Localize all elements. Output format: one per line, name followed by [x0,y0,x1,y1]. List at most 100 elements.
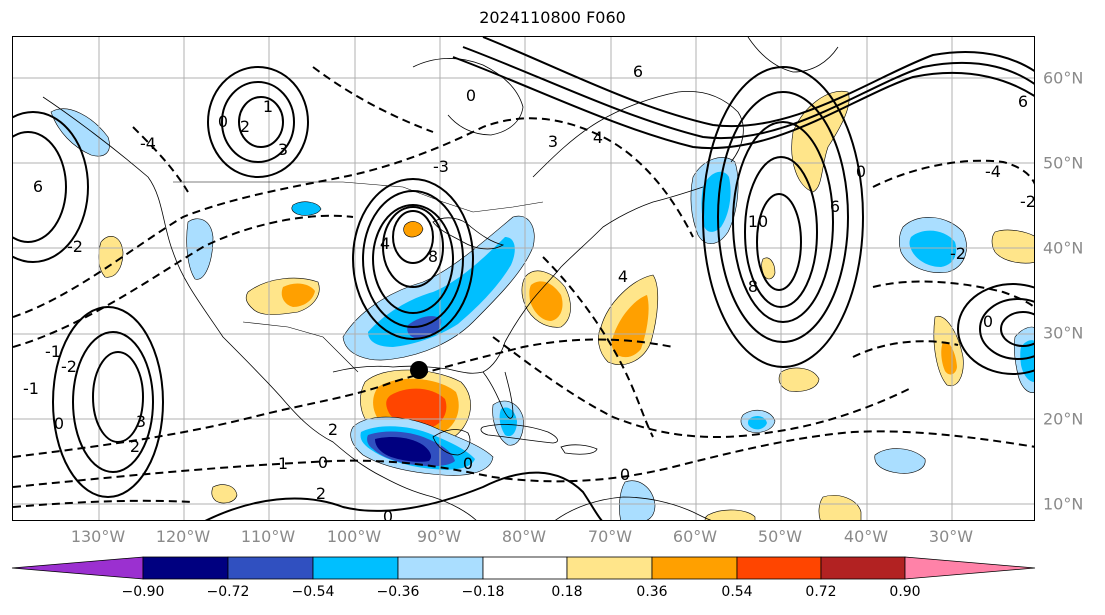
us-canada-border [173,181,544,213]
dashed-contour-5 [492,336,914,438]
contour-north-band-2 [462,46,1034,140]
colorbar-segment [397,556,484,580]
dashed-contour-6 [542,256,654,438]
contour-label: 6 [633,62,643,81]
dashed-contour-9 [852,340,959,358]
contour-south-band [204,471,603,520]
shade-south-positive-1 [211,484,238,504]
contour-label: 6 [830,197,840,216]
shade-small-negative-2 [874,448,926,474]
contour-label: -2 [1020,192,1035,211]
contour-label: 0 [54,414,64,433]
contour-northwest-low-2 [13,131,67,243]
contour-label: 0 [383,507,393,521]
yucatan [432,429,471,456]
contour-label: 3 [278,140,288,159]
dashed-contour-10 [312,66,434,133]
lon-label: 40°W [843,527,889,546]
lon-label: 100°W [326,527,382,546]
dashed-contour-8 [872,280,1034,309]
map-panel: 1 3 2 0 0 3 4 6 -4 6 -2 -2 0 3 2 -1 4 8 … [12,36,1035,521]
atlantic-coast [504,186,704,343]
contour-label: 10 [748,212,768,231]
colorbar-tick-label: −0.18 [461,584,505,600]
contour-label: 0 [218,112,228,131]
shade-mid-atlantic-positive [778,367,820,392]
great-lakes [432,217,505,250]
colorbar-segment [820,556,906,580]
storm-center-marker [410,361,428,379]
colorbar-tick-label: −0.54 [291,584,335,600]
colorbar-segment [482,556,568,580]
contour-east-low-2 [979,298,1034,360]
lon-label: 130°W [70,527,126,546]
hispaniola [560,444,598,455]
contour-west-low-2 [221,81,295,163]
colorbar-tick-label: 0.36 [636,584,668,600]
contour-label: -2 [950,244,966,263]
contour-north-band-3 [482,37,1034,128]
contour-pacific-low-1 [52,306,164,498]
colorbar-segment [227,556,314,580]
lon-label: 30°W [928,527,974,546]
contour-label: 0 [463,454,473,473]
dashed-contour-1 [13,117,694,318]
lon-label: 110°W [240,527,296,546]
contour-label: 1 [263,97,273,116]
colorbar-tick-label: 0.72 [805,584,837,600]
contour-label: 1 [278,454,288,473]
lon-label: 120°W [155,527,211,546]
dashed-contour-3 [13,338,674,458]
contour-atlantic-trough-3 [732,121,834,323]
contour-pacific-low-3 [92,351,144,443]
contour-label: 3 [548,132,558,151]
contour-label: 4 [618,267,628,286]
dashed-contour-11 [132,126,189,193]
shade-far-east-positive [991,229,1034,264]
contour-east-low-3 [1000,311,1034,347]
contour-label: 6 [33,177,43,196]
contours-solid [13,37,1034,520]
contour-west-low-3 [238,96,284,148]
contour-label: 0 [466,86,476,105]
us-mexico-border [242,321,359,373]
negative-shading [50,108,1034,520]
contour-label: 0 [856,162,866,181]
colorbar-tick-label: 0.54 [721,584,753,600]
shade-newfoundland-negative-inner [701,171,731,232]
shade-central-atlantic-negative-inner [909,230,957,267]
contour-west-low-1 [207,66,309,178]
contour-atlantic-trough-1 [702,66,864,368]
greenland-south [747,37,839,73]
contour-north-band-1 [452,56,1034,150]
shade-southwest-positive-inner [281,283,315,307]
shade-small-negative-5 [291,201,322,216]
colorbar-tick-label: −0.72 [206,584,250,600]
contours-dashed [13,66,1034,508]
lon-label: 60°W [672,527,718,546]
contour-label: 2 [316,484,326,503]
lat-label: 60°N [1043,68,1084,88]
contour-label: -4 [985,162,1001,181]
dashed-contour-2 [13,214,354,348]
colorbar-tick-label: 0.18 [551,584,583,600]
contour-pacific-low-2 [72,331,154,473]
lat-label: 20°N [1043,409,1084,429]
contour-label: -4 [140,134,156,153]
contour-label: 4 [593,128,603,147]
contour-label: 0 [620,465,630,484]
shade-plains-negative-inner [368,237,515,347]
colorbar-segment [651,556,738,580]
shade-east-positive-inner [941,341,957,375]
cuba [480,424,558,444]
shade-pacific-negative-1 [50,108,110,157]
lon-label: 90°W [416,527,462,546]
lon-label: 70°W [587,527,633,546]
graticule [13,37,1034,520]
positive-shading [98,90,1034,520]
contour-label: -2 [67,237,83,256]
dashed-contour-12 [13,499,194,508]
colorbar [11,556,1036,580]
contour-label: -3 [433,157,449,176]
lon-label: 50°W [757,527,803,546]
